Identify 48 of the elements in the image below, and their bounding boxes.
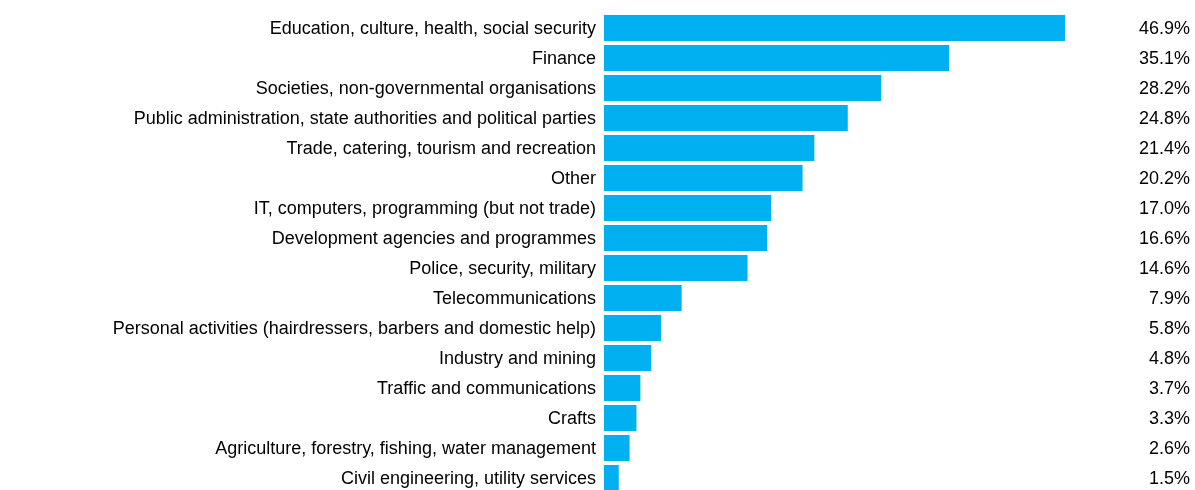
data-label: 5.8% [1148,318,1190,339]
bar [604,14,1065,42]
data-label: 46.9% [1138,18,1190,39]
data-label: 28.2% [1138,78,1190,99]
bar [604,404,637,432]
bar [604,284,682,312]
y-tick-label: Finance [531,48,596,69]
bar [604,314,662,342]
data-label: 20.2% [1138,168,1190,189]
data-label: 3.7% [1148,378,1190,399]
bar [604,194,772,222]
bar [604,374,641,402]
data-label: 2.6% [1148,438,1190,459]
bar [604,434,630,462]
y-tick-label: IT, computers, programming (but not trade) [253,198,596,219]
bar [604,74,882,102]
data-label: 16.6% [1138,228,1190,249]
y-tick-label: Traffic and communications [376,378,596,399]
bar [604,464,619,490]
bar [604,104,848,132]
data-label: 7.9% [1148,288,1190,309]
y-tick-label: Other [550,168,596,189]
bar [604,344,652,372]
data-label: 3.3% [1148,408,1190,429]
y-tick-label: Telecommunications [432,288,596,309]
y-tick-label: Public administration, state authorities and political parties [133,108,596,129]
data-label: 1.5% [1148,468,1190,489]
y-tick-label: Civil engineering, utility services [340,468,596,489]
y-tick-label: Trade, catering, tourism and recreation [286,138,596,159]
y-tick-label: Police, security, military [409,258,596,279]
bar [604,224,768,252]
data-label: 4.8% [1148,348,1190,369]
y-tick-label: Personal activities (hairdressers, barbers and domestic help) [112,318,596,339]
y-tick-label: Industry and mining [438,348,596,369]
y-tick-label: Development agencies and programmes [271,228,596,249]
data-label: 14.6% [1138,258,1190,279]
bar [604,164,803,192]
bar [604,134,815,162]
bar [604,44,950,72]
data-label: 21.4% [1138,138,1190,159]
data-label: 35.1% [1138,48,1190,69]
y-tick-label: Crafts [547,408,596,429]
y-tick-label: Societies, non-governmental organisations [255,78,596,99]
data-label: 24.8% [1138,108,1190,129]
y-tick-label: Education, culture, health, social security [269,18,596,39]
y-tick-label: Agriculture, forestry, fishing, water management [215,438,596,459]
data-label: 17.0% [1138,198,1190,219]
bar [604,254,748,282]
